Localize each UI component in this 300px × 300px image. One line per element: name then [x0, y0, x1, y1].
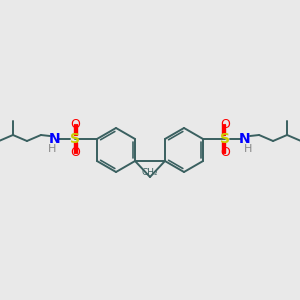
- Text: S: S: [70, 132, 80, 146]
- Text: O: O: [220, 118, 230, 131]
- Text: O: O: [220, 146, 230, 160]
- Text: CH₂: CH₂: [142, 168, 158, 177]
- Text: N: N: [239, 132, 251, 146]
- Text: H: H: [244, 144, 252, 154]
- Text: N: N: [49, 132, 61, 146]
- Text: S: S: [220, 132, 230, 146]
- Text: O: O: [70, 118, 80, 131]
- Text: H: H: [48, 144, 56, 154]
- Text: O: O: [70, 146, 80, 160]
